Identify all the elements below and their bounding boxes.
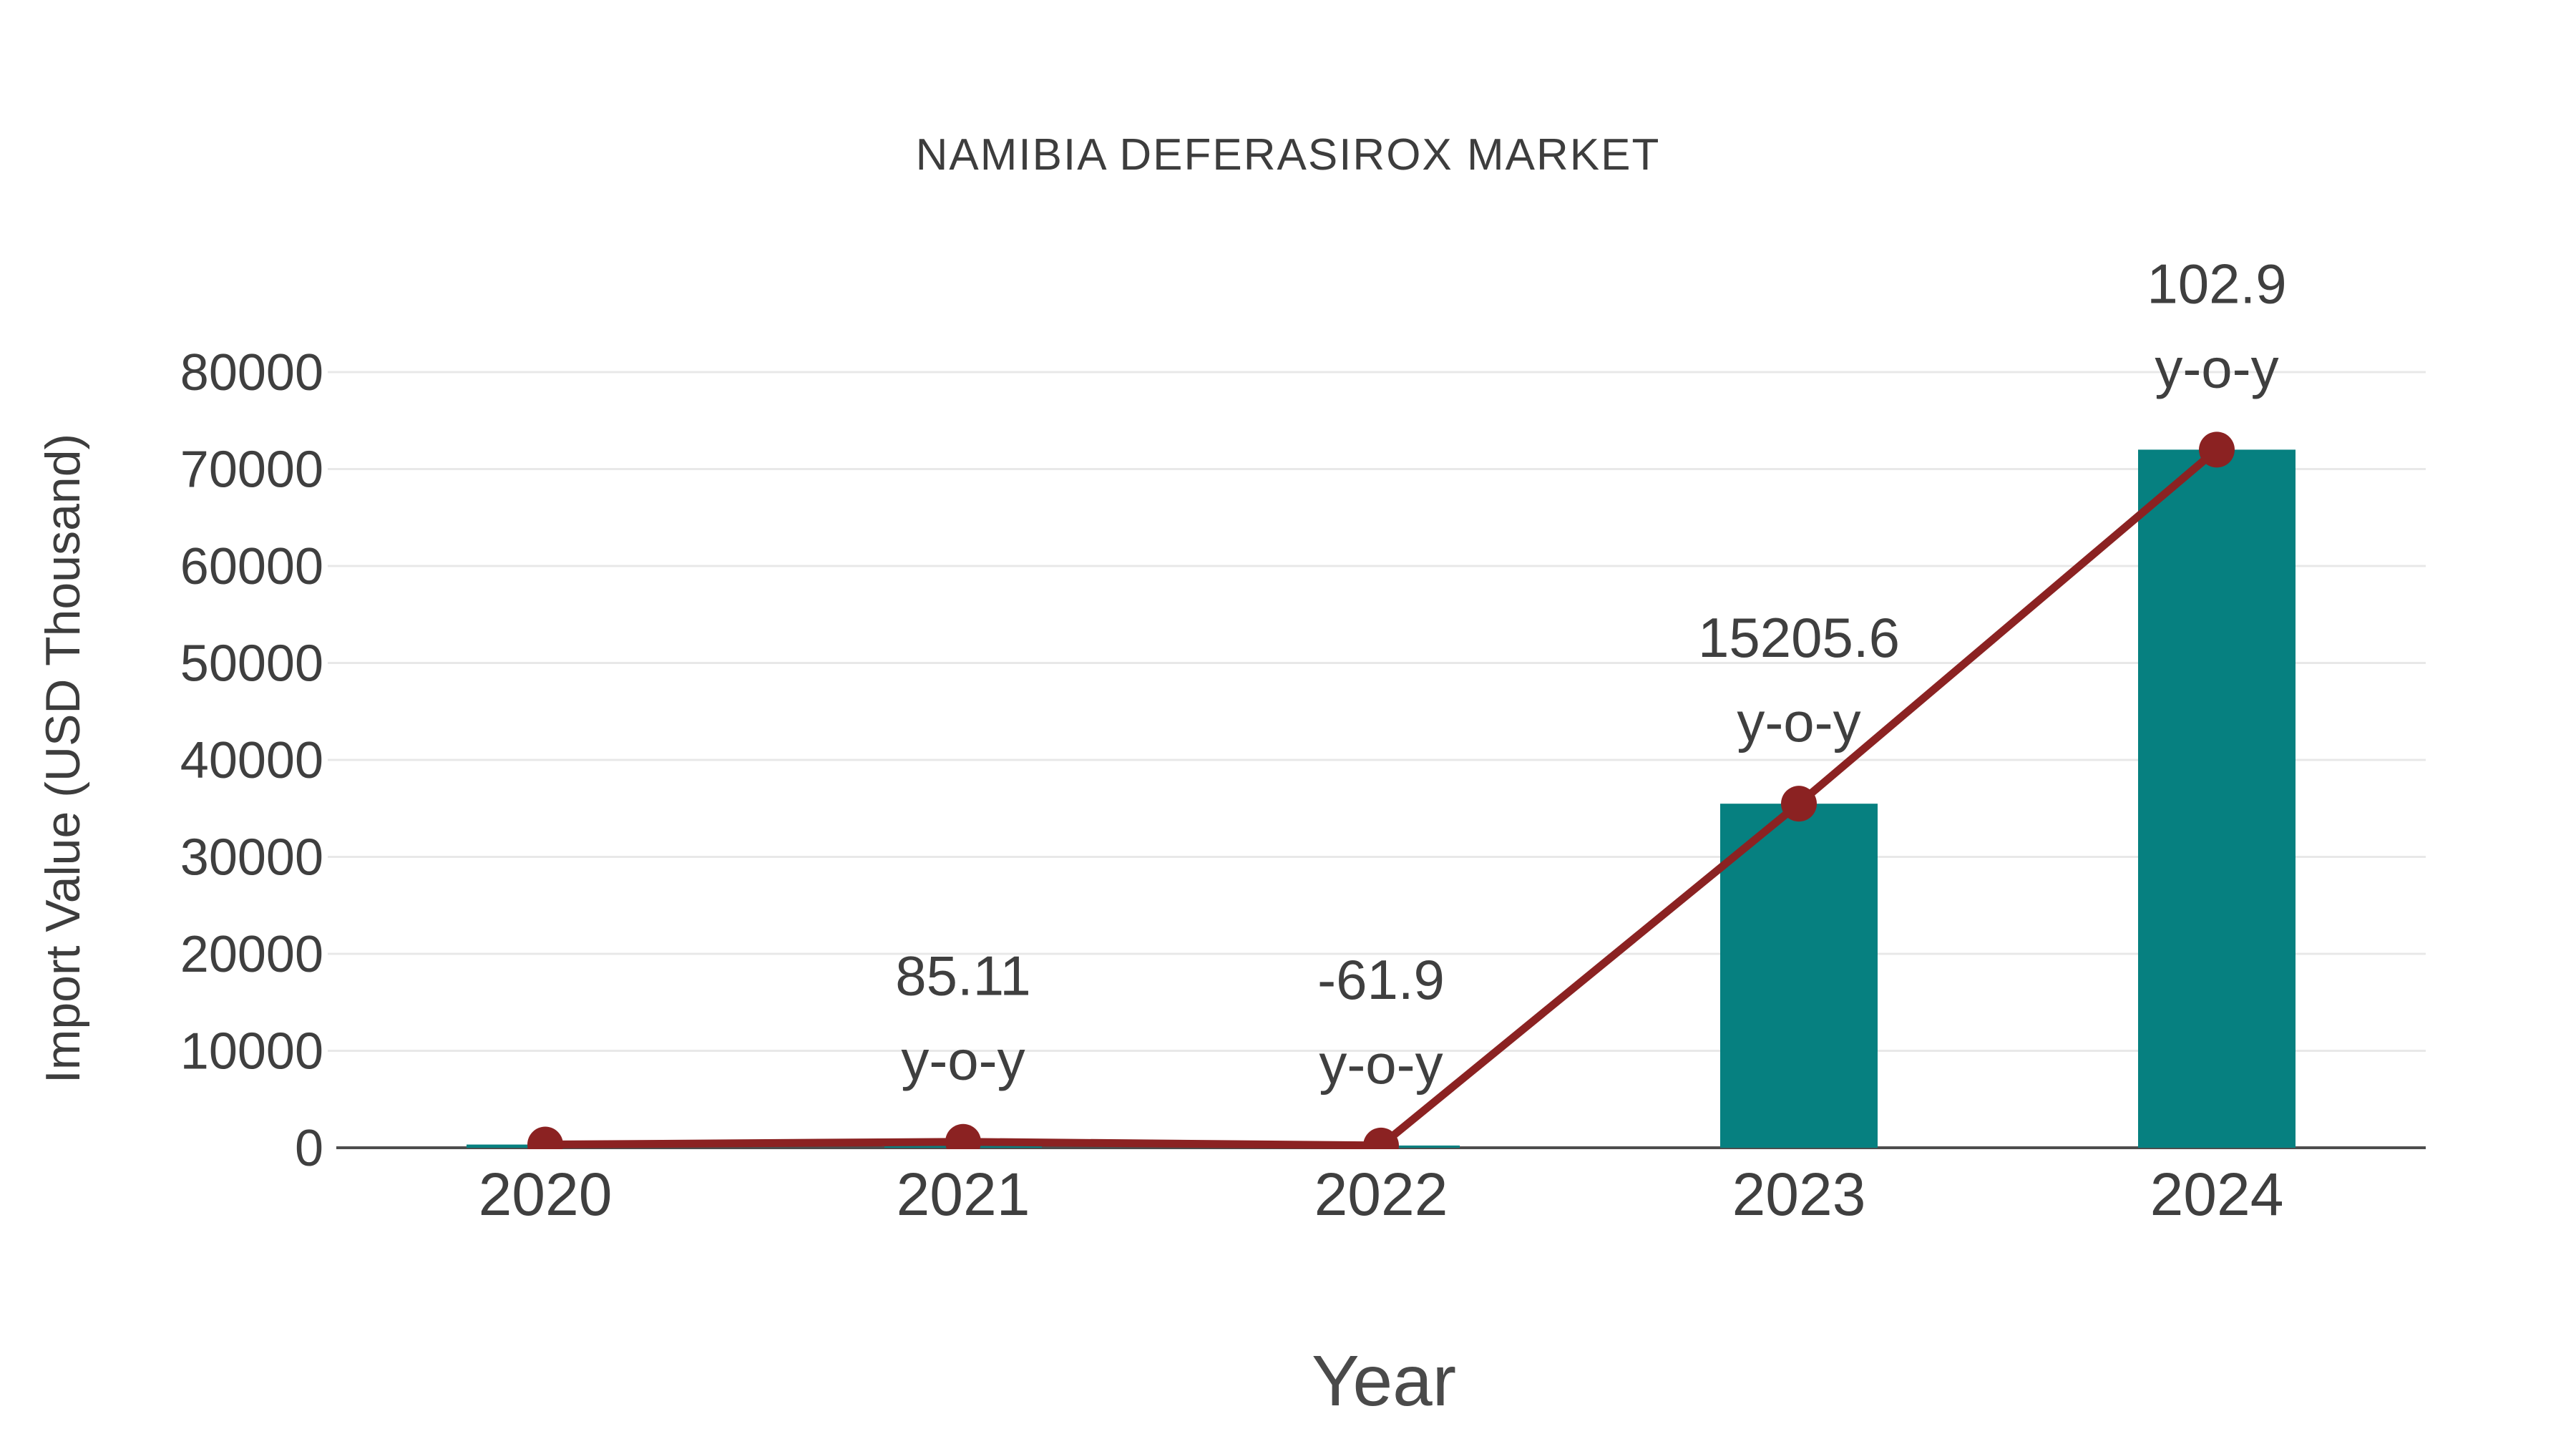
annotation-value-2024: 102.9: [2147, 252, 2286, 315]
bar-2023: [1720, 804, 1878, 1148]
annotation-yoy-2021: y-o-y: [901, 1029, 1025, 1092]
y-tick-label: 10000: [180, 1023, 323, 1080]
y-tick-label: 70000: [180, 441, 323, 499]
annotation-yoy-2022: y-o-y: [1319, 1033, 1443, 1096]
y-tick-label: 50000: [180, 635, 323, 693]
annotation-value-2021: 85.11: [895, 945, 1030, 1008]
y-axis-title: Import Value (USD Thousand): [36, 433, 90, 1084]
line-marker-2021: [945, 1123, 981, 1149]
annotation-value-2022: -61.9: [1317, 948, 1445, 1011]
line-marker-2022: [1363, 1127, 1399, 1149]
y-tick-label: 20000: [180, 926, 323, 983]
x-tick-label: 2022: [1314, 1161, 1448, 1228]
bar-2024: [2138, 449, 2296, 1148]
x-tick-label: 2023: [1732, 1161, 1866, 1228]
y-tick-label: 40000: [180, 732, 323, 789]
line-marker-2024: [2199, 431, 2235, 468]
annotation-yoy-2024: y-o-y: [2155, 336, 2278, 399]
line-marker-2020: [527, 1126, 563, 1149]
line-marker-2023: [1781, 786, 1817, 822]
x-tick-label: 2024: [2150, 1161, 2284, 1228]
trend-line-group: [527, 431, 2235, 1149]
x-axis-title: Year: [1311, 1341, 1457, 1421]
chart-title: NAMIBIA DEFERASIROX MARKET: [915, 130, 1661, 180]
x-tick-label: 2021: [897, 1161, 1030, 1228]
y-tick-label: 30000: [180, 829, 323, 887]
y-tick-label: 60000: [180, 538, 323, 595]
x-tick-label: 2020: [479, 1161, 613, 1228]
annotation-yoy-2023: y-o-y: [1737, 691, 1860, 753]
y-tick-label: 80000: [180, 344, 323, 401]
annotation-value-2023: 15205.6: [1698, 606, 1900, 669]
y-tick-label: 0: [295, 1120, 323, 1177]
